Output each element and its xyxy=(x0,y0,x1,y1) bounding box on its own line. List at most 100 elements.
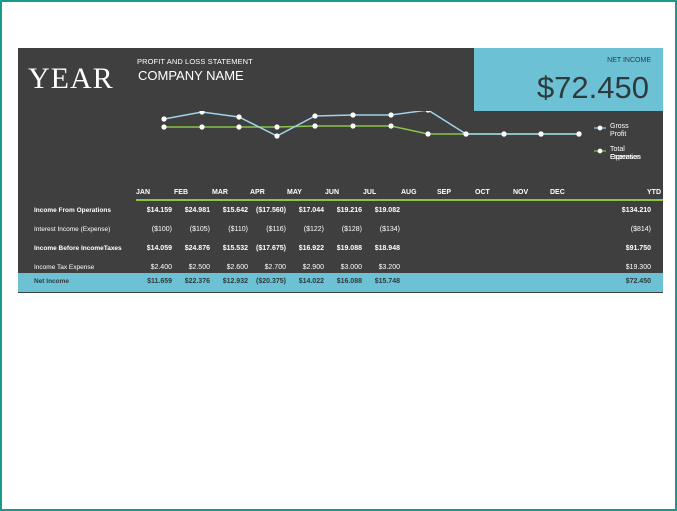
total-expenses-point xyxy=(199,124,205,130)
total-expenses-point xyxy=(161,124,167,130)
cell-jan: $14.159 xyxy=(146,207,172,214)
net-income-label: NET INCOME xyxy=(607,57,651,64)
legend-total-expenses-label-2: Expenses xyxy=(610,154,641,161)
statement-label: PROFIT AND LOSS STATEMENT xyxy=(137,57,253,66)
cell-mar: $15.642 xyxy=(222,207,248,214)
cell-mar: $2.600 xyxy=(226,264,248,271)
month-ytd: YTD xyxy=(647,189,661,196)
cell-ytd: ($814) xyxy=(630,226,651,233)
row-label: Income Tax Expense xyxy=(34,264,95,271)
cell-feb: $24.876 xyxy=(184,245,210,252)
gross-profit-point xyxy=(274,133,280,139)
cell-feb: $24.981 xyxy=(184,207,210,214)
total-expenses-point xyxy=(274,124,280,130)
gross-profit-legend-marker xyxy=(594,125,606,131)
cell-ytd: $72.450 xyxy=(625,278,651,285)
row-label: Income From Operations xyxy=(34,207,111,214)
total-expenses-point xyxy=(236,124,242,130)
table-row-income-tax: Income Tax Expense $2.400 $2.500 $2.600 … xyxy=(18,259,663,278)
table-row-income-before-taxes: Income Before IncomeTaxes $14.059 $24.87… xyxy=(18,240,663,259)
total-expenses-point xyxy=(388,123,394,129)
cell-apr: ($17.560) xyxy=(256,207,286,214)
total-expenses-line xyxy=(164,125,579,135)
month-header-row: JAN FEB MAR APR MAY JUN JUL AUG SEP OCT … xyxy=(18,189,663,201)
cell-ytd: $19.300 xyxy=(625,264,651,271)
cell-apr: ($116) xyxy=(266,226,286,233)
cell-mar: $15.532 xyxy=(222,245,248,252)
gross-profit-point xyxy=(388,112,394,118)
cell-may: ($122) xyxy=(303,226,324,233)
month-jan: JAN xyxy=(136,189,151,196)
trend-chart xyxy=(161,111,582,139)
cell-ytd: $134.210 xyxy=(621,207,651,214)
cell-mar: $12.932 xyxy=(222,278,248,285)
gross-profit-point xyxy=(501,131,507,137)
cell-may: $2.900 xyxy=(302,264,324,271)
cell-mar: ($110) xyxy=(228,226,248,233)
cell-jan: $11.659 xyxy=(147,278,172,285)
cell-may: $14.022 xyxy=(298,278,324,285)
cell-jan: ($100) xyxy=(151,226,172,233)
cell-feb: ($105) xyxy=(189,226,210,233)
month-jul: JUL xyxy=(363,189,377,196)
cell-jul: $3.200 xyxy=(378,264,400,271)
gross-profit-point xyxy=(161,116,167,122)
gross-profit-point xyxy=(576,131,582,137)
cell-jul: $18.948 xyxy=(374,245,400,252)
gross-profit-point xyxy=(350,112,356,118)
cell-may: $17.044 xyxy=(298,207,324,214)
total-expenses-point xyxy=(350,123,356,129)
cell-jul: ($134) xyxy=(379,226,400,233)
header-divider xyxy=(136,199,663,201)
row-label: Interest Income (Expense) xyxy=(34,226,111,233)
cell-jun: ($128) xyxy=(341,226,362,233)
gross-profit-line xyxy=(163,111,579,137)
cell-jun: $3.000 xyxy=(340,264,362,271)
gross-profit-point xyxy=(538,131,544,137)
cell-jul: $19.082 xyxy=(374,207,400,214)
month-aug: AUG xyxy=(401,189,417,196)
month-may: MAY xyxy=(287,189,302,196)
cell-jun: $16.088 xyxy=(336,278,362,285)
cell-jul: $15.748 xyxy=(374,278,400,285)
gross-profit-point xyxy=(463,131,469,137)
pl-statement-sheet: YEAR PROFIT AND LOSS STATEMENT COMPANY N… xyxy=(18,48,663,293)
table-row-interest: Interest Income (Expense) ($100) ($105) … xyxy=(18,221,663,240)
cell-jan: $2.400 xyxy=(150,264,172,271)
legend-gross-profit-label: Gross Profit xyxy=(610,123,629,138)
gross-profit-point xyxy=(236,114,242,120)
gross-profit-point xyxy=(199,111,205,115)
cell-jan: $14.059 xyxy=(146,245,172,252)
total-expenses-legend-marker xyxy=(594,148,606,154)
cell-jun: $19.088 xyxy=(336,245,362,252)
cell-feb: $2.500 xyxy=(188,264,210,271)
gross-profit-point xyxy=(425,111,431,113)
total-expenses-point xyxy=(425,131,431,137)
net-income-box: NET INCOME $72.450 xyxy=(474,48,663,111)
company-name: COMPANY NAME xyxy=(138,68,244,83)
month-nov: NOV xyxy=(513,189,529,196)
month-mar: MAR xyxy=(212,189,228,196)
total-expenses-point xyxy=(312,123,318,129)
legend-total-expenses-label-1: Total Operation xyxy=(610,146,641,161)
table-row-net-income: Net Income $11.659 $22.376 $12.932 ($20.… xyxy=(18,273,663,292)
cell-ytd: $91.750 xyxy=(625,245,651,252)
row-label: Net Income xyxy=(34,278,70,285)
month-feb: FEB xyxy=(174,189,188,196)
table-row-income-operations: Income From Operations $14.159 $24.981 $… xyxy=(18,202,663,221)
month-oct: OCT xyxy=(475,189,490,196)
cell-jun: $19.216 xyxy=(336,207,362,214)
month-sep: SEP xyxy=(437,189,452,196)
gross-profit-point xyxy=(312,113,318,119)
cell-feb: $22.376 xyxy=(184,278,210,285)
month-jun: JUN xyxy=(325,189,340,196)
net-income-value: $72.450 xyxy=(536,70,649,105)
cell-apr: $2.700 xyxy=(264,264,286,271)
cell-may: $16.922 xyxy=(298,245,324,252)
month-apr: APR xyxy=(250,189,265,196)
month-dec: DEC xyxy=(550,189,565,196)
cell-apr: ($17.675) xyxy=(256,245,286,252)
year-title: YEAR xyxy=(28,62,114,95)
cell-apr: ($20.375) xyxy=(256,278,286,285)
